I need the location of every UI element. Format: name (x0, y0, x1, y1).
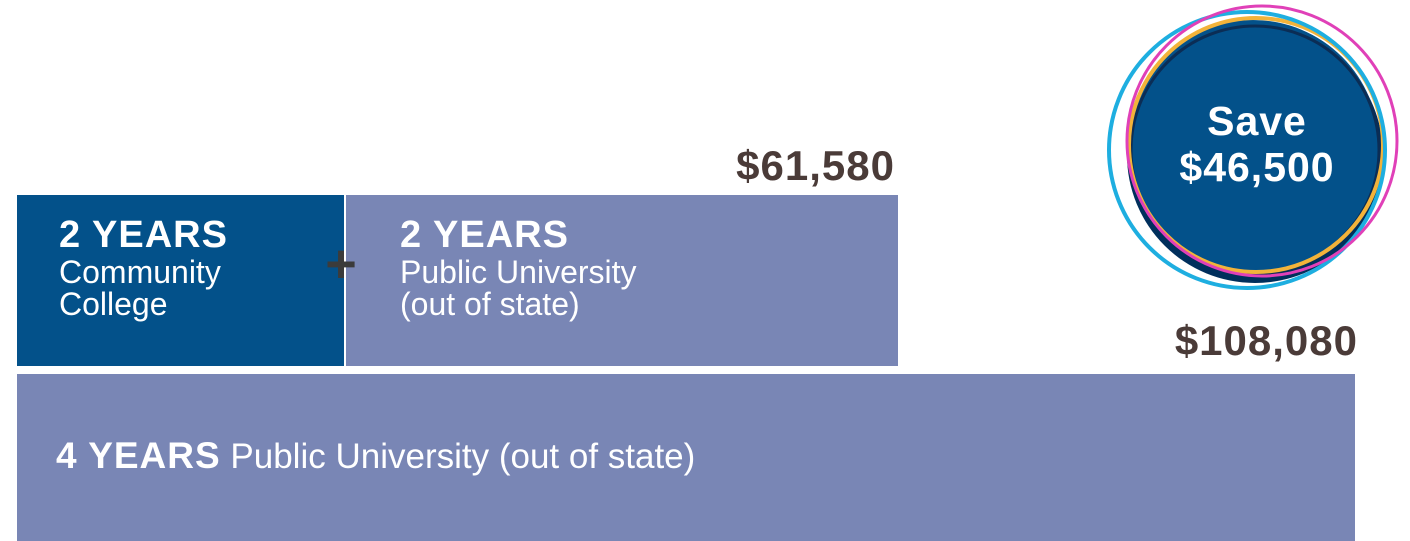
pu2-desc-line1: Public University (400, 254, 637, 290)
value-label-4yr: $108,080 (1174, 317, 1358, 364)
bar-segment-community-college: 2 YEARS Community College (17, 195, 344, 366)
badge-main-circle (1127, 20, 1379, 272)
pu4-desc: Public University (out of state) (230, 437, 696, 476)
value-label-2plus2: $61,580 (736, 142, 895, 189)
badge-save-amount: $46,500 (1179, 144, 1335, 190)
pu4-label-row: 4 YEARS Public University (out of state) (56, 436, 1355, 477)
badge-text: Save $46,500 (1122, 98, 1392, 190)
badge-save-label: Save (1207, 98, 1307, 144)
cc-desc-line2: College (59, 286, 168, 322)
savings-badge-icon (1107, 4, 1399, 290)
badge-ring-pink (1125, 4, 1399, 278)
cc-years-label: 2 YEARS (59, 214, 228, 256)
pu4-years-label: 4 YEARS (56, 435, 221, 476)
pu2-years-label: 2 YEARS (400, 214, 569, 256)
badge-ring-cyan (1107, 10, 1387, 290)
cc-desc-line1: Community (59, 254, 221, 290)
pu2-desc-line2: (out of state) (400, 286, 580, 322)
bar-public-university-4yr: 4 YEARS Public University (out of state) (17, 374, 1355, 541)
bar-segment-public-university-2yr: 2 YEARS Public University (out of state) (346, 195, 898, 366)
plus-icon: + (325, 234, 357, 294)
